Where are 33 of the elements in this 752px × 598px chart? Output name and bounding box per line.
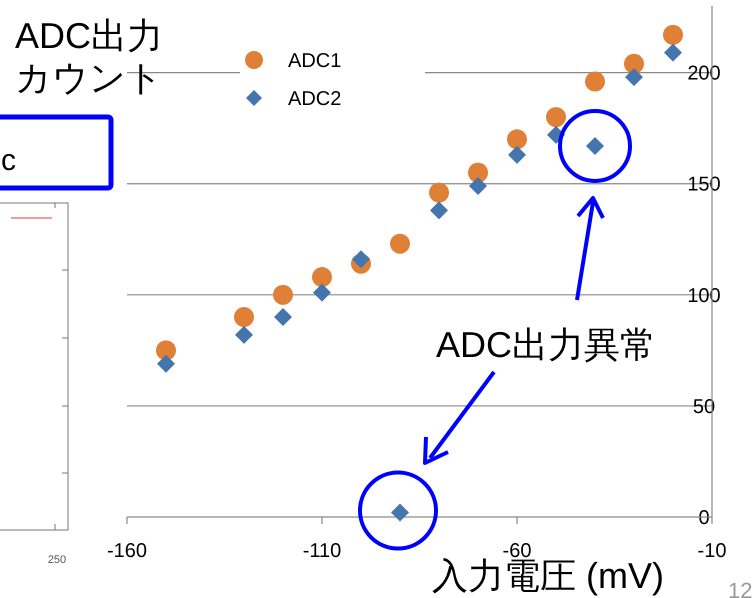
point — [273, 284, 293, 305]
point — [312, 267, 332, 288]
legend-label: ADC1 — [288, 50, 342, 72]
point — [430, 201, 448, 220]
point — [157, 354, 175, 373]
text: 250 — [48, 554, 66, 566]
point — [235, 326, 253, 344]
text: 12 — [728, 578, 752, 598]
annotation: ADC出力異常 — [436, 324, 656, 365]
point — [156, 340, 176, 360]
point — [664, 44, 682, 62]
point — [625, 68, 643, 86]
point — [391, 504, 409, 522]
point — [624, 54, 644, 74]
point — [585, 72, 605, 92]
x-tick-label: -160 — [106, 540, 148, 562]
point — [507, 129, 527, 150]
legend-label: ADC2 — [288, 88, 342, 110]
point — [508, 146, 526, 164]
point — [429, 182, 449, 203]
point — [663, 24, 683, 45]
point — [352, 250, 370, 268]
point — [313, 284, 331, 302]
point — [546, 107, 566, 128]
x-tick-label: -10 — [698, 540, 726, 562]
point — [274, 308, 292, 326]
point — [468, 162, 488, 183]
y-axis-title: ADC出力カウント — [15, 15, 164, 98]
point — [234, 307, 254, 328]
x-tick-label: -110 — [302, 540, 342, 562]
point — [390, 234, 410, 254]
text: c — [1, 144, 16, 177]
point — [469, 176, 487, 195]
